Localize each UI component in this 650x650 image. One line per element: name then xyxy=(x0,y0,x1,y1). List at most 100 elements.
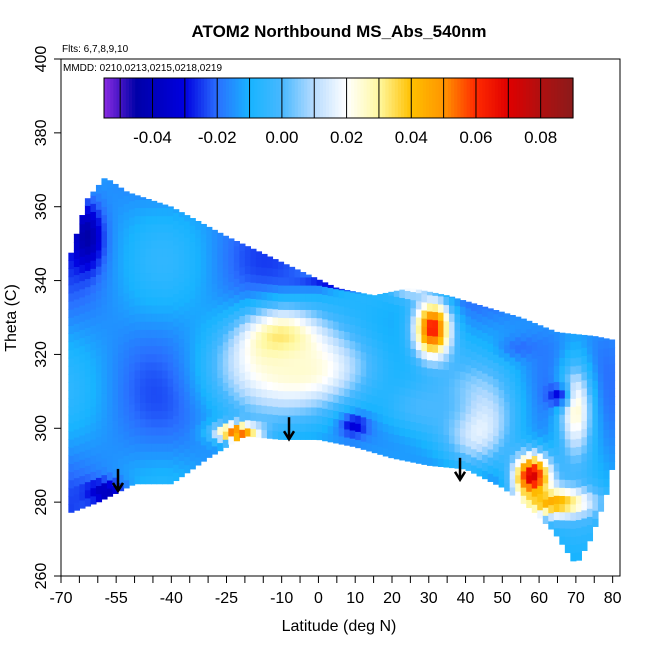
heatmap-cell xyxy=(553,348,560,358)
heatmap-cell xyxy=(377,372,384,382)
heatmap-cell xyxy=(90,252,97,261)
heatmap-cell xyxy=(151,231,158,241)
heatmap-cell xyxy=(531,479,538,489)
heatmap-cell xyxy=(581,509,588,519)
heatmap-cell xyxy=(178,273,185,283)
heatmap-cell xyxy=(426,457,434,466)
heatmap-cell xyxy=(553,519,560,529)
heatmap-cell xyxy=(184,253,191,263)
heatmap-cell xyxy=(487,465,494,474)
heatmap-cell xyxy=(355,309,362,319)
heatmap-cell xyxy=(156,215,163,225)
heatmap-cell xyxy=(211,267,218,276)
colorbar-swatch xyxy=(197,78,202,118)
colorbar-swatch xyxy=(232,78,236,118)
heatmap-cell xyxy=(112,452,119,462)
heatmap-cell xyxy=(542,482,549,492)
heatmap-cell xyxy=(592,412,599,422)
heatmap-cell xyxy=(73,420,80,430)
heatmap-cell xyxy=(84,245,92,255)
heatmap-cell xyxy=(156,256,163,265)
heatmap-cell xyxy=(542,352,549,362)
heatmap-cell xyxy=(178,322,185,331)
heatmap-cell xyxy=(327,352,334,362)
heatmap-cell xyxy=(228,395,235,404)
heatmap-cell xyxy=(90,333,97,342)
heatmap-cell xyxy=(129,306,136,316)
heatmap-cell xyxy=(228,305,235,315)
heatmap-cell xyxy=(404,355,411,365)
heatmap-cell xyxy=(167,394,174,404)
heatmap-cell xyxy=(129,476,136,486)
heatmap-cell xyxy=(239,307,246,317)
heatmap-cell xyxy=(575,519,582,529)
heatmap-cell xyxy=(95,371,103,381)
heatmap-cell xyxy=(250,387,257,397)
heatmap-cell xyxy=(487,310,494,320)
heatmap-cell xyxy=(559,438,566,448)
heatmap-cell xyxy=(520,422,527,431)
heatmap-cell xyxy=(526,369,533,379)
heatmap-cell xyxy=(338,305,345,315)
heatmap-cell xyxy=(415,289,423,294)
heatmap-cell xyxy=(471,303,478,312)
colorbar-swatch xyxy=(297,78,302,118)
heatmap-cell xyxy=(388,311,395,321)
heatmap-cell xyxy=(106,211,114,221)
colorbar-swatch xyxy=(225,78,230,118)
heatmap-cell xyxy=(84,351,92,361)
heatmap-cell xyxy=(222,382,229,392)
heatmap-cell xyxy=(597,405,605,415)
heatmap-cell xyxy=(559,406,566,415)
heatmap-cell xyxy=(206,302,213,312)
heatmap-cell xyxy=(471,359,478,369)
heatmap-cell xyxy=(129,428,136,437)
heatmap-cell xyxy=(586,467,594,477)
heatmap-cell xyxy=(95,428,103,438)
heatmap-cell xyxy=(90,447,97,456)
heatmap-cell xyxy=(586,410,594,420)
colorbar-swatch xyxy=(557,78,562,118)
heatmap-cell xyxy=(305,406,312,416)
heatmap-cell xyxy=(189,363,196,372)
heatmap-cell xyxy=(437,328,445,338)
heatmap-cell xyxy=(360,359,367,369)
heatmap-cell xyxy=(294,350,301,359)
heatmap-cell xyxy=(520,487,527,496)
heatmap-cell xyxy=(592,461,599,471)
heatmap-cell xyxy=(471,408,478,417)
heatmap-cell xyxy=(68,439,75,448)
heatmap-cell xyxy=(531,366,538,375)
heatmap-cell xyxy=(283,333,290,343)
heatmap-cell xyxy=(222,260,229,270)
heatmap-cell xyxy=(73,388,80,397)
heatmap-cell xyxy=(195,432,202,442)
heatmap-cell xyxy=(261,307,268,317)
heatmap-cell xyxy=(206,441,213,450)
heatmap-cell xyxy=(476,305,483,314)
heatmap-cell xyxy=(79,288,86,298)
colorbar-swatch xyxy=(132,78,136,118)
heatmap-cell xyxy=(101,255,108,264)
heatmap-cell xyxy=(84,497,92,507)
heatmap-cell xyxy=(217,263,224,273)
heatmap-cell xyxy=(460,419,467,429)
heatmap-cell xyxy=(382,415,389,424)
heatmap-cell xyxy=(300,398,307,408)
heatmap-cell xyxy=(129,322,136,332)
heatmap-cell xyxy=(349,397,356,407)
heatmap-cell xyxy=(277,382,285,392)
heatmap-cell xyxy=(476,459,483,469)
heatmap-cell xyxy=(90,203,97,212)
heatmap-cell xyxy=(476,402,483,412)
heatmap-cell xyxy=(90,382,97,391)
heatmap-cell xyxy=(537,509,544,519)
heatmap-cell xyxy=(515,401,522,411)
heatmap-cell xyxy=(106,333,114,343)
heatmap-cell xyxy=(526,344,533,354)
heatmap-cell xyxy=(195,310,202,320)
heatmap-cell xyxy=(586,418,594,428)
heatmap-cell xyxy=(300,382,307,392)
heatmap-cell xyxy=(454,354,461,364)
heatmap-cell xyxy=(266,267,274,277)
